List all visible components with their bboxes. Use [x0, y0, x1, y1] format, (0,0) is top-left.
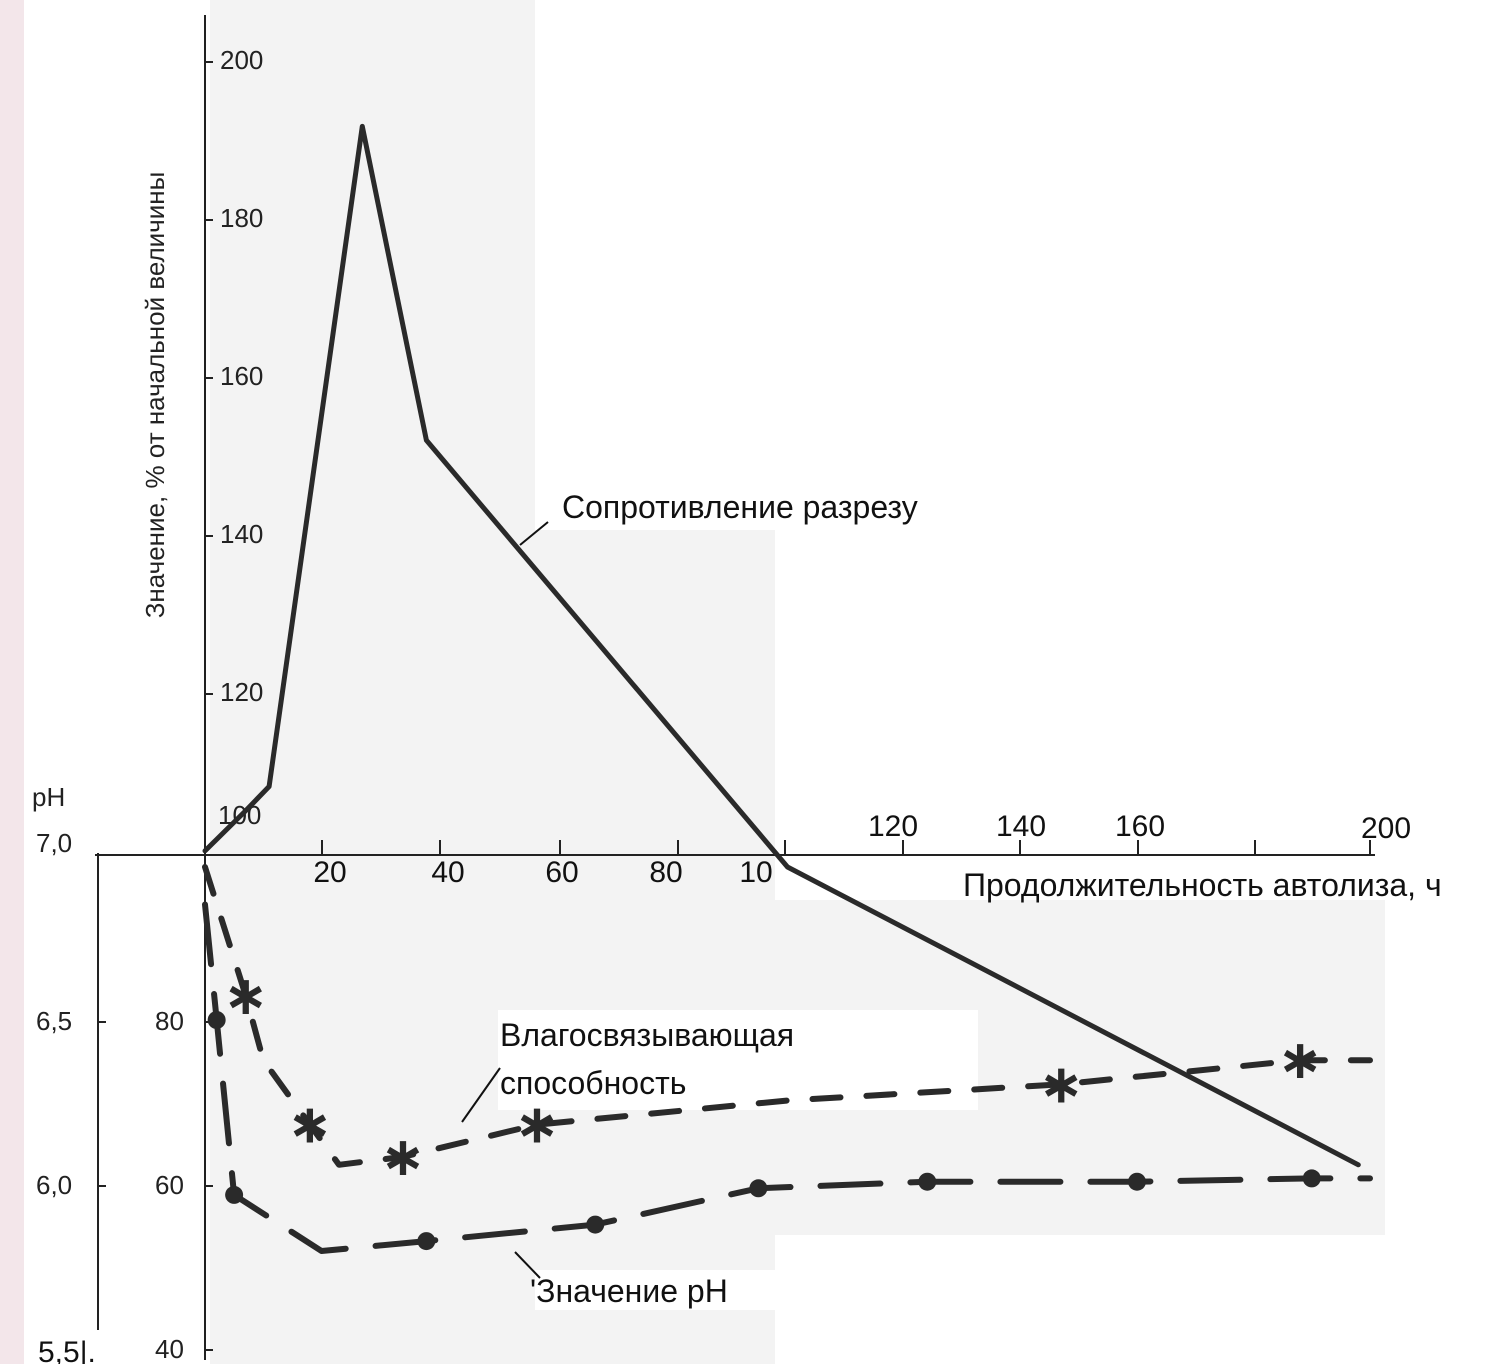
- x-ticks: 20 40 60 80 10 120 140 160 200: [313, 810, 1411, 889]
- series-marker-ph: [207, 1011, 226, 1029]
- water-label-box: [498, 1010, 978, 1110]
- x-axis-title: Продолжительность автолиза, ч: [963, 867, 1442, 903]
- x-tick-label: 160: [1115, 810, 1165, 843]
- y-tick-label: 60: [155, 1170, 184, 1200]
- series-marker-water: ∗: [380, 1125, 425, 1188]
- series-marker-ph: [749, 1179, 768, 1198]
- ph-axis-title: pH: [32, 782, 65, 812]
- y-ticks: 200 180 160 140 120 100 80 60 40: [155, 45, 263, 1364]
- y-tick-label: 180: [220, 203, 263, 233]
- x-tick-label: 200: [1361, 812, 1411, 845]
- y-tick-label: 80: [155, 1006, 184, 1036]
- x-tick-label: 140: [996, 810, 1046, 843]
- y-tick-label: 160: [220, 361, 263, 391]
- shear-leader-line: [519, 521, 549, 546]
- y-tick-label: 200: [220, 45, 263, 75]
- page-shade-1: [210, 0, 535, 1364]
- ph-label-box: [535, 1270, 775, 1310]
- y-tick-label: 140: [220, 519, 263, 549]
- ph-tick-label: 7,0: [36, 828, 72, 858]
- water-leader-line: [461, 1067, 501, 1123]
- series-marker-ph: [586, 1215, 605, 1234]
- y-tick-label: 120: [220, 677, 263, 707]
- x-tick-label: 10: [739, 856, 772, 889]
- series-marker-water: ∗: [1277, 1028, 1322, 1091]
- series-line-water: [202, 864, 1373, 1168]
- series-marker-water: ∗: [514, 1093, 559, 1156]
- ph-ticks: 7,0 6,5 6,0 5,5|.: [36, 828, 106, 1364]
- series-marker-ph: [1128, 1172, 1146, 1191]
- series-marker-ph: [417, 1232, 436, 1251]
- ph-annotation: 'Значение pH: [530, 1273, 728, 1309]
- water-annotation-line2: способность: [500, 1065, 686, 1101]
- series-marker-water: ∗: [223, 964, 268, 1027]
- series-layer: ∗ ∗ ∗ ∗ ∗ ∗: [202, 123, 1373, 1254]
- ph-leader-line: [514, 1251, 541, 1279]
- ph-tick-label: 6,0: [36, 1170, 72, 1200]
- series-marker-water: ∗: [1039, 1052, 1084, 1115]
- y-tick-label: 40: [155, 1334, 184, 1364]
- x-tick-label: 80: [649, 856, 682, 889]
- ph-tick-label: 5,5|.: [38, 1336, 96, 1364]
- x-tick-label: 20: [313, 856, 346, 889]
- ph-tick-label: 6,5: [36, 1006, 72, 1036]
- page-shade-2: [535, 530, 775, 1364]
- y-axis-title: Значение, % от начальной величины: [140, 172, 170, 619]
- water-annotation-line1: Влагосвязывающая: [500, 1017, 794, 1053]
- series-marker-ph: [225, 1185, 244, 1204]
- x-tick-label: 40: [431, 856, 464, 889]
- series-marker-ph: [918, 1172, 937, 1191]
- x-tick-label: 60: [545, 856, 578, 889]
- x-tick-label: 120: [868, 810, 918, 843]
- page-edge-tint: [0, 0, 24, 1364]
- series-line-shear: [202, 123, 1361, 1168]
- series-marker-ph: [1302, 1169, 1321, 1188]
- series-marker-water: ∗: [287, 1093, 332, 1156]
- shear-annotation: Сопротивление разрезу: [562, 489, 918, 525]
